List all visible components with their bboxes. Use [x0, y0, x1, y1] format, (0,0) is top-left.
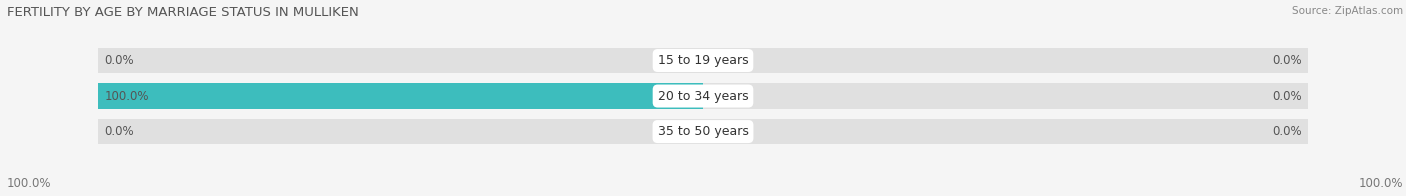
Text: FERTILITY BY AGE BY MARRIAGE STATUS IN MULLIKEN: FERTILITY BY AGE BY MARRIAGE STATUS IN M…	[7, 6, 359, 19]
Bar	[703, 83, 1308, 109]
Bar	[98, 119, 703, 144]
Text: 100.0%: 100.0%	[1358, 177, 1403, 190]
Text: 0.0%: 0.0%	[1272, 125, 1302, 138]
Text: 0.0%: 0.0%	[1272, 54, 1302, 67]
Text: 20 to 34 years: 20 to 34 years	[658, 90, 748, 103]
Bar	[98, 83, 703, 109]
Text: 100.0%: 100.0%	[7, 177, 52, 190]
Text: 100.0%: 100.0%	[104, 90, 149, 103]
Text: 0.0%: 0.0%	[104, 54, 134, 67]
Bar	[703, 48, 1308, 73]
Text: 35 to 50 years: 35 to 50 years	[658, 125, 748, 138]
Text: 0.0%: 0.0%	[1272, 90, 1302, 103]
Text: 15 to 19 years: 15 to 19 years	[658, 54, 748, 67]
Bar	[98, 83, 703, 109]
Text: Source: ZipAtlas.com: Source: ZipAtlas.com	[1292, 6, 1403, 16]
Text: 0.0%: 0.0%	[104, 125, 134, 138]
Bar	[98, 48, 703, 73]
Bar	[703, 119, 1308, 144]
